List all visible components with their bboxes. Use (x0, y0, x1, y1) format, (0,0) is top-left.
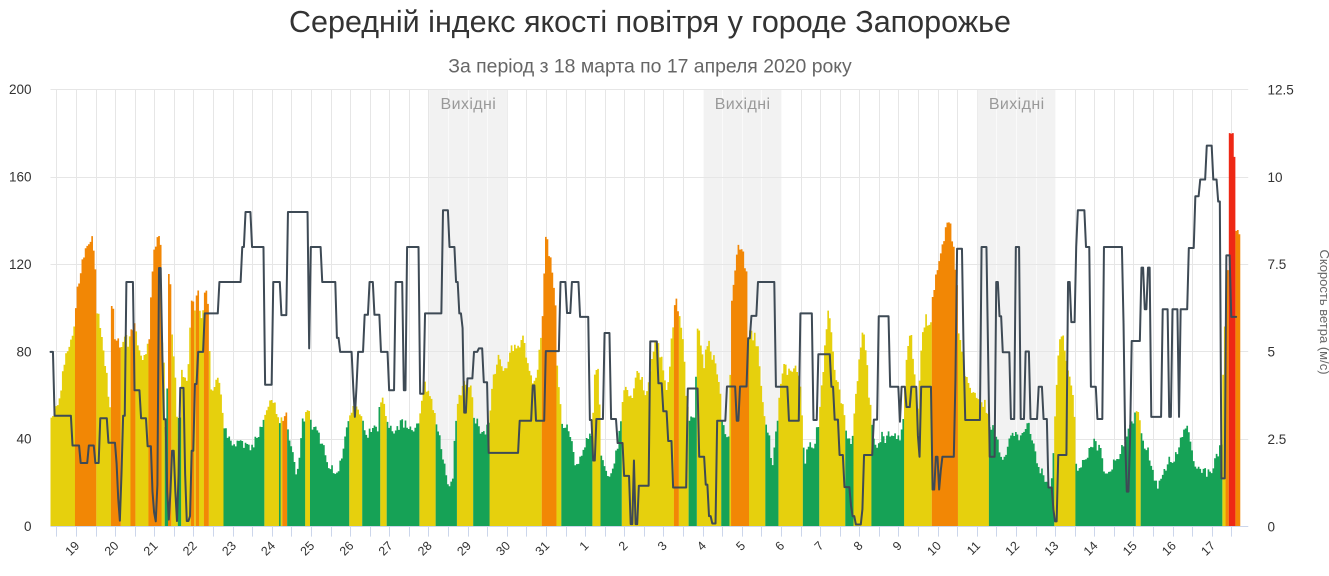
svg-text:Середній індекс якості повітря: Середній індекс якості повітря у городе … (289, 5, 1011, 39)
svg-text:7.5: 7.5 (1268, 257, 1287, 272)
svg-text:Вихідні: Вихідні (989, 96, 1045, 113)
svg-text:Вихідні: Вихідні (715, 96, 771, 113)
svg-text:80: 80 (16, 344, 31, 359)
svg-text:40: 40 (16, 432, 31, 447)
svg-text:0: 0 (24, 519, 32, 534)
svg-text:120: 120 (9, 257, 32, 272)
svg-text:200: 200 (9, 82, 32, 97)
svg-text:12.5: 12.5 (1268, 82, 1294, 97)
svg-text:10: 10 (1268, 170, 1283, 185)
svg-text:2.5: 2.5 (1268, 432, 1287, 447)
svg-text:Скорость ветра (м/с): Скорость ветра (м/с) (1317, 249, 1329, 374)
svg-text:За період з 18 марта по 17 апр: За період з 18 марта по 17 апреля 2020 р… (448, 56, 852, 78)
svg-text:0: 0 (1268, 519, 1276, 534)
svg-text:160: 160 (9, 170, 32, 185)
svg-text:Вихідні: Вихідні (441, 96, 497, 113)
svg-text:5: 5 (1268, 345, 1276, 360)
